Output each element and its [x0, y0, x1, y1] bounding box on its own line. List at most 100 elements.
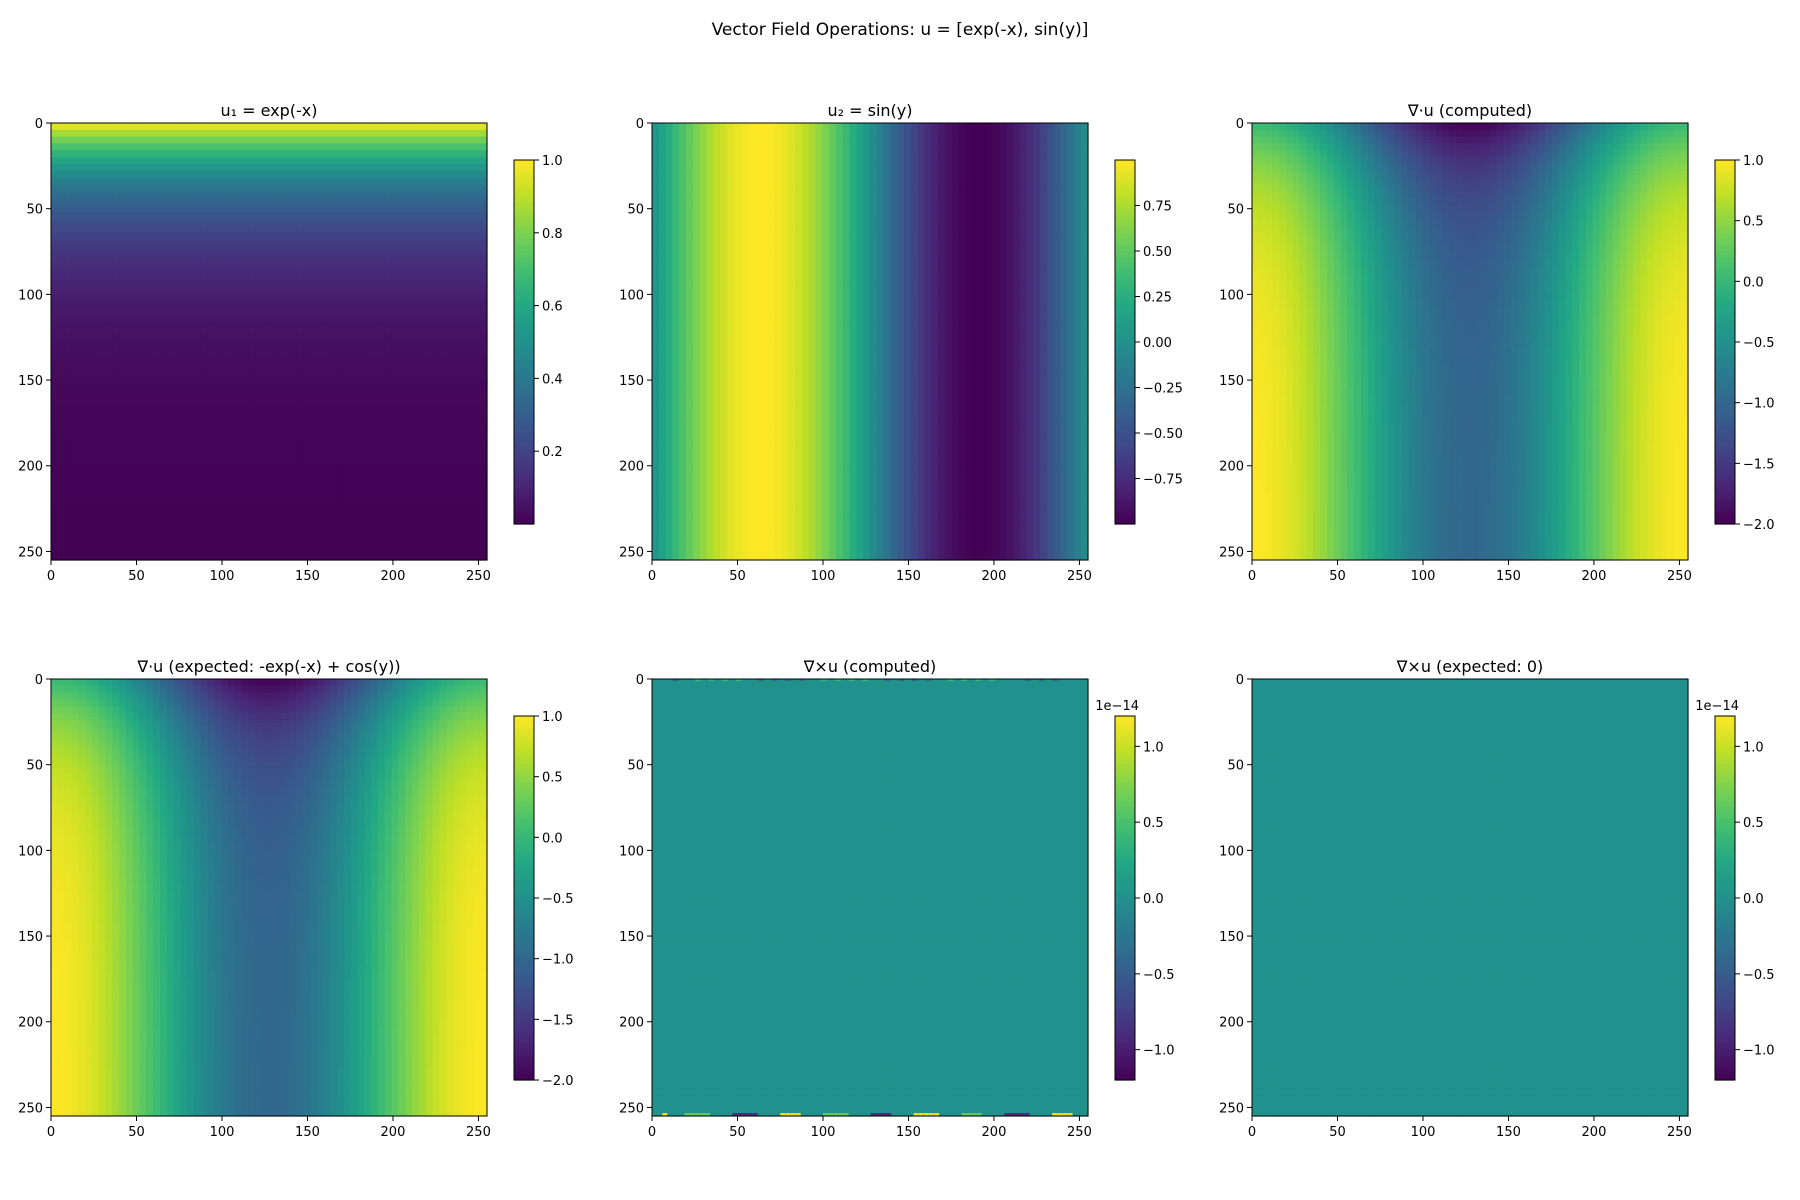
- heatmap-cell: [296, 130, 303, 137]
- heatmap-cell: [358, 260, 365, 267]
- heatmap-cell: [99, 171, 106, 178]
- heatmap-cell: [467, 451, 474, 458]
- heatmap-cell: [679, 232, 686, 239]
- heatmap-cell: [707, 376, 714, 383]
- heatmap-cell: [112, 369, 119, 376]
- heatmap-cell: [133, 478, 140, 485]
- heatmap-cell: [289, 130, 296, 137]
- heatmap-cell: [337, 321, 344, 328]
- heatmap-cell: [51, 382, 58, 389]
- heatmap-cell: [133, 184, 140, 191]
- heatmap-cell: [228, 348, 235, 355]
- heatmap-cell: [433, 219, 440, 226]
- heatmap-cell: [228, 164, 235, 171]
- heatmap-cell: [378, 314, 385, 321]
- heatmap-cell: [446, 246, 453, 253]
- heatmap-cell: [112, 505, 119, 512]
- heatmap-cell: [112, 307, 119, 314]
- heatmap-cell: [473, 184, 480, 191]
- heatmap-cell: [160, 526, 167, 533]
- heatmap-cell: [160, 540, 167, 547]
- heatmap-cell: [146, 444, 153, 451]
- heatmap-cell: [337, 471, 344, 478]
- heatmap-cell: [180, 471, 187, 478]
- heatmap-cell: [78, 423, 85, 430]
- heatmap-cell: [255, 253, 262, 260]
- heatmap-cell: [433, 423, 440, 430]
- heatmap-cell: [228, 157, 235, 164]
- heatmap-cell: [215, 342, 222, 349]
- heatmap-cell: [126, 451, 133, 458]
- heatmap-cell: [378, 471, 385, 478]
- heatmap-cell: [330, 342, 337, 349]
- heatmap-cell: [180, 171, 187, 178]
- heatmap-cell: [255, 137, 262, 144]
- heatmap-cell: [262, 553, 269, 560]
- heatmap-cell: [58, 519, 65, 526]
- heatmap-cell: [720, 260, 727, 267]
- heatmap-cell: [262, 335, 269, 342]
- heatmap-cell: [119, 533, 126, 540]
- heatmap-cell: [194, 430, 201, 437]
- heatmap-cell: [99, 178, 106, 185]
- heatmap-cell: [249, 171, 256, 178]
- heatmap-cell: [208, 321, 215, 328]
- heatmap-cell: [126, 143, 133, 150]
- heatmap-cell: [364, 458, 371, 465]
- heatmap-cell: [433, 512, 440, 519]
- heatmap-cell: [324, 328, 331, 335]
- heatmap-cell: [221, 382, 228, 389]
- heatmap-cell: [385, 253, 392, 260]
- heatmap-cell: [262, 150, 269, 157]
- heatmap-cell: [133, 369, 140, 376]
- heatmap-cell: [727, 540, 734, 547]
- heatmap-cell: [221, 260, 228, 267]
- heatmap-cell: [453, 150, 460, 157]
- heatmap-cell: [289, 540, 296, 547]
- heatmap-cell: [85, 273, 92, 280]
- heatmap-cell: [659, 178, 666, 185]
- heatmap-cell: [392, 410, 399, 417]
- heatmap-cell: [133, 355, 140, 362]
- heatmap-cell: [358, 546, 365, 553]
- heatmap-cell: [71, 232, 78, 239]
- heatmap-cell: [453, 253, 460, 260]
- heatmap-cell: [153, 335, 160, 342]
- heatmap-cell: [106, 164, 113, 171]
- heatmap-cell: [371, 471, 378, 478]
- heatmap-cell: [283, 444, 290, 451]
- heatmap-cell: [78, 417, 85, 424]
- heatmap-cell: [693, 451, 700, 458]
- heatmap-cell: [133, 301, 140, 308]
- heatmap-cell: [58, 150, 65, 157]
- heatmap-cell: [303, 321, 310, 328]
- heatmap-cell: [378, 430, 385, 437]
- heatmap-cell: [85, 184, 92, 191]
- heatmap-cell: [378, 546, 385, 553]
- heatmap-cell: [146, 485, 153, 492]
- heatmap-cell: [242, 335, 249, 342]
- heatmap-cell: [146, 157, 153, 164]
- heatmap-cell: [713, 348, 720, 355]
- heatmap-cell: [92, 451, 99, 458]
- heatmap-cell: [412, 335, 419, 342]
- heatmap-cell: [679, 273, 686, 280]
- heatmap-cell: [426, 376, 433, 383]
- heatmap-cell: [385, 157, 392, 164]
- heatmap-cell: [405, 376, 412, 383]
- heatmap-cell: [693, 123, 700, 130]
- heatmap-cell: [269, 362, 276, 369]
- heatmap-cell: [473, 430, 480, 437]
- heatmap-cell: [344, 464, 351, 471]
- heatmap-cell: [324, 362, 331, 369]
- heatmap-cell: [180, 437, 187, 444]
- heatmap-cell: [378, 526, 385, 533]
- heatmap-cell: [473, 287, 480, 294]
- heatmap-cell: [686, 328, 693, 335]
- heatmap-cell: [201, 430, 208, 437]
- heatmap-cell: [65, 382, 72, 389]
- heatmap-cell: [208, 437, 215, 444]
- heatmap-cell: [727, 417, 734, 424]
- colorbar-segment: [514, 482, 534, 489]
- heatmap-cell: [153, 519, 160, 526]
